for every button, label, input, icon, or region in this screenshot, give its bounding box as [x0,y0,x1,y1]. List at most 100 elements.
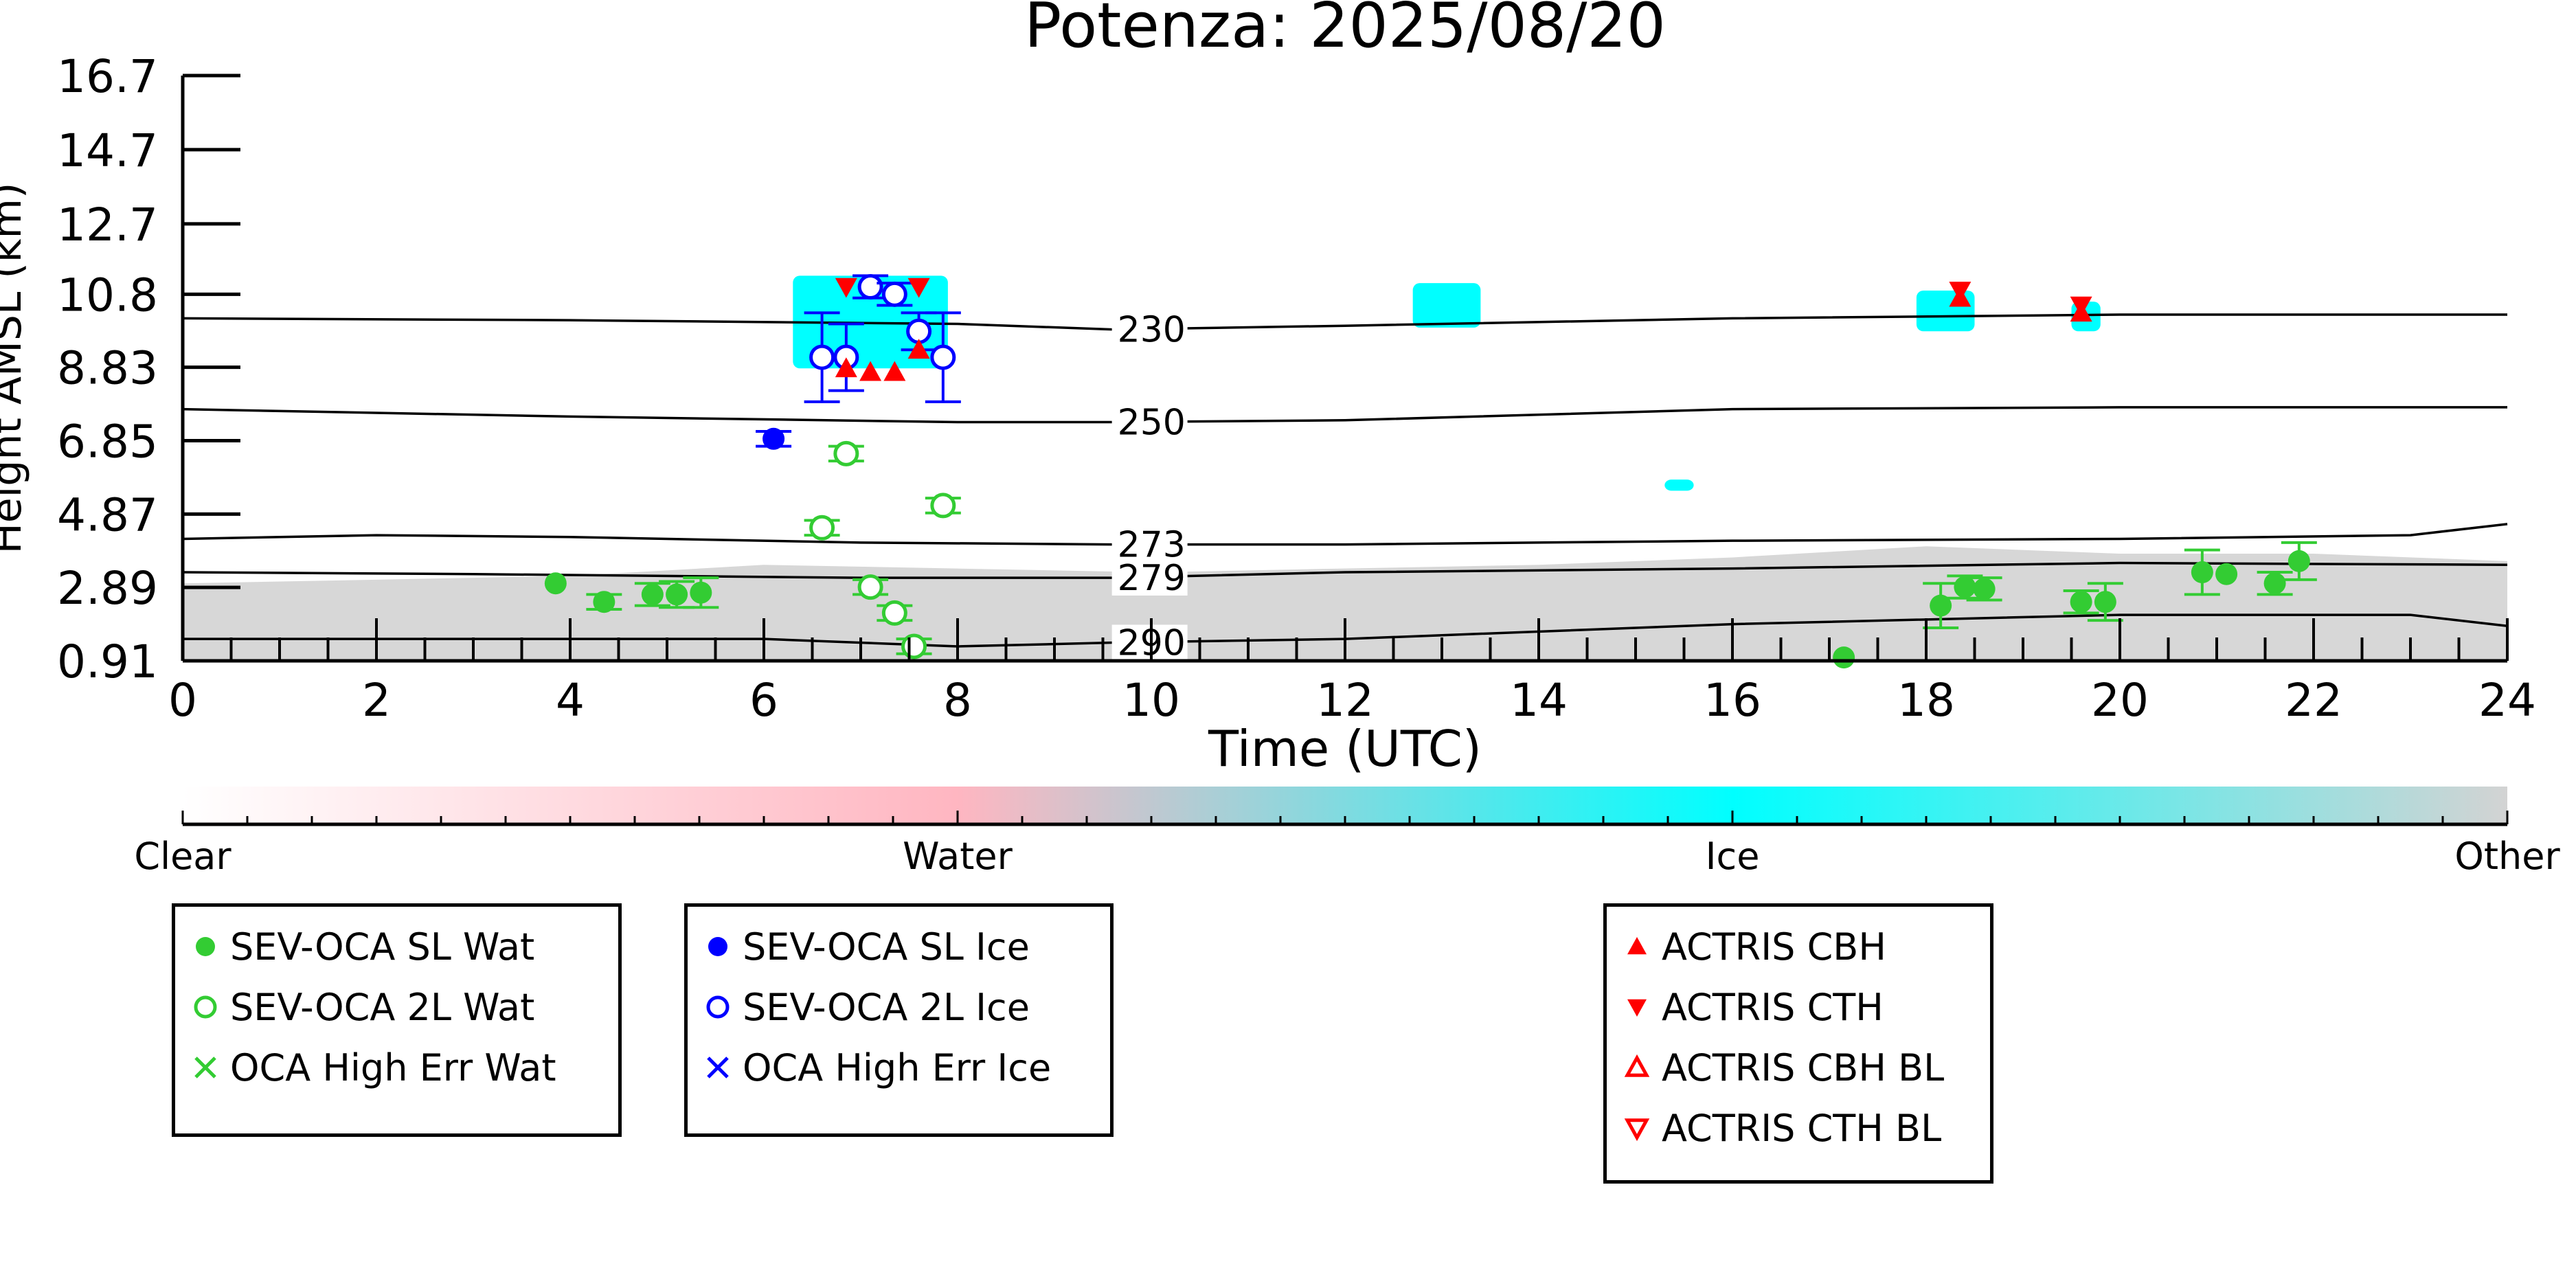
isotherm-line [182,561,2508,579]
legend-marker-icon [706,995,730,1019]
colorbar-label: Clear [134,835,231,878]
colorbar-label: Other [2454,835,2560,878]
legend-marker [708,937,727,956]
series-3 [756,427,792,450]
ice-region-1 [1412,283,1481,328]
chart-title: Potenza: 2025/08/20 [1024,0,1666,62]
isotherm-label: 279 [1118,558,1186,599]
data-point [2215,563,2238,585]
data-point [835,357,857,378]
legend-marker [1624,1054,1650,1077]
data-point [833,440,859,466]
series-1 [804,440,961,659]
y-tick-label: 8.83 [57,342,158,395]
legend-ice: SEV-OCA SL Ice SEV-OCA 2L Ice OCA High Err… [684,903,1114,1137]
data-point [857,274,883,300]
isotherm-label-bg [1111,404,1188,440]
legend-actris: ACTRIS CBH ACTRIS CTH ACTRIS CBH BL ACTRIS … [1603,903,1993,1184]
series-7 [835,278,2092,317]
legend-label: OCA High Err Ice [743,1046,1052,1089]
x-tick-label: 8 [943,674,972,727]
y-axis-label: Height AMSL (km) [0,183,31,554]
legend-entry: ACTRIS CTH [1620,985,1884,1029]
data-point [762,427,785,450]
data-point [930,493,956,519]
data-point [859,361,882,381]
x-tick-label: 24 [2478,674,2536,727]
legend-marker [707,1057,729,1078]
y-tick-label: 0.91 [57,635,158,688]
x-tick-label: 22 [2285,674,2342,727]
data-point [641,583,664,606]
data-point [690,581,712,604]
legend-water: SEV-OCA SL Wat SEV-OCA 2L Wat OCA High Err… [172,903,622,1137]
colorbar-label: Ice [1706,835,1760,878]
axes: 0 2 4 6 8 10 12 14 16 18 20 22 240.912.894.876.858.8… [57,50,2536,727]
isotherm-label: 273 [1118,525,1186,566]
legend-marker [194,1057,216,1078]
legend-marker-icon [1627,937,1647,955]
legend-entry: SEV-OCA 2L Wat [189,986,534,1029]
colorbar-label: Water [903,835,1013,878]
legend-marker [194,995,217,1019]
data-point [1949,282,1971,302]
legend-entry: OCA High Err Wat [189,1046,556,1089]
y-tick-label: 12.7 [57,199,158,251]
isotherm-label: 250 [1118,402,1186,443]
data-points [544,274,2317,669]
legend-entry: SEV-OCA SL Wat [189,925,535,969]
y-tick-label: 6.85 [57,415,158,468]
legend-entry: SEV-OCA SL Ice [701,925,1030,969]
data-point [1833,646,1855,669]
legend-label: ACTRIS CBH [1662,925,1886,969]
legend-label: ACTRIS CTH [1662,985,1884,1029]
data-point [1954,576,1976,598]
x-tick-label: 10 [1122,674,1180,727]
isotherm-label-bg [1111,311,1188,348]
data-point [593,591,615,613]
data-point [2070,591,2092,613]
isotherm-label-bg [1111,624,1188,661]
series-0 [544,541,2317,669]
data-point [809,515,835,541]
data-point [2191,561,2213,584]
data-point [907,339,930,359]
legend-label: SEV-OCA SL Ice [743,925,1030,969]
legend-marker-icon [707,1057,729,1078]
x-tick-label: 14 [1510,674,1568,727]
data-point [1973,578,1996,600]
x-tick-label: 12 [1316,674,1374,727]
legend-label: SEV-OCA SL Wat [230,925,535,969]
legend-entry: ACTRIS CTH BL [1620,1106,1942,1150]
data-point [1930,594,1952,617]
legend-entry: ACTRIS CBH BL [1620,1046,1944,1089]
data-point [666,583,688,606]
legend-marker-icon [194,995,217,1019]
x-tick-label: 2 [362,674,391,727]
legend-marker [706,995,730,1019]
y-tick-label: 10.8 [57,269,158,321]
isotherm-label-bg [1111,559,1188,596]
cloud-classification-background [183,275,2507,661]
data-point [907,278,930,298]
legend-marker [196,937,215,956]
legend-label: ACTRIS CTH BL [1662,1106,1942,1150]
isotherm-label-bg [1111,526,1188,563]
data-point [2287,550,2310,572]
legend-label: OCA High Err Wat [230,1046,556,1089]
data-point [883,361,906,381]
legend-marker-icon [1624,1054,1650,1077]
data-point [881,600,907,626]
x-axis-label: Time (UTC) [1208,720,1482,778]
x-tick-label: 0 [168,674,197,727]
x-tick-label: 20 [2091,674,2149,727]
legend-marker [1627,937,1647,955]
data-point [2094,591,2116,613]
y-tick-label: 14.7 [57,124,158,177]
y-tick-label: 4.87 [57,488,158,541]
y-tick-label: 16.7 [57,50,158,103]
isotherm-label: 230 [1118,310,1186,351]
isotherm-line [182,406,2507,424]
data-point [835,278,857,298]
